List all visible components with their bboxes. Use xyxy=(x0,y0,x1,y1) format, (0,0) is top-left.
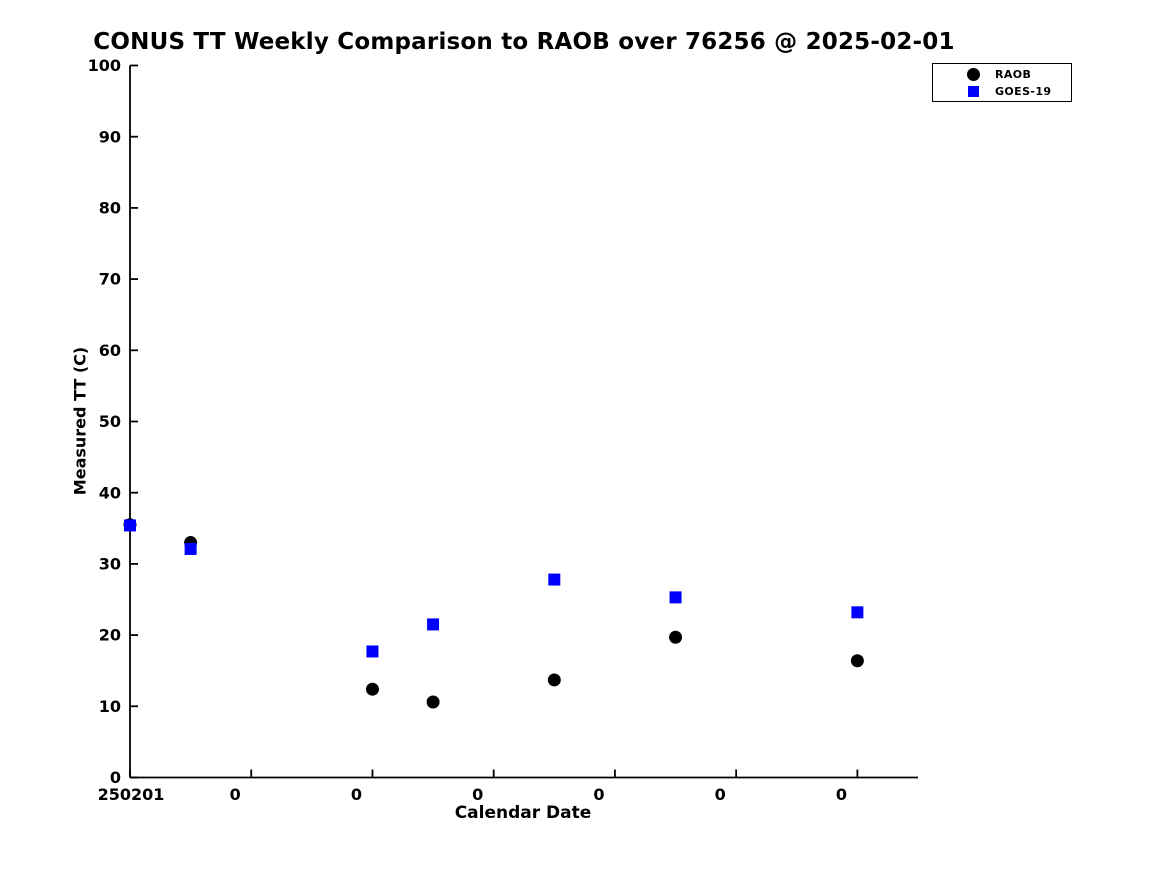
data-point-goes-19 xyxy=(427,618,440,631)
legend-entry-goes-19: GOES-19 xyxy=(933,84,1071,98)
y-tick-label: 20 xyxy=(99,626,121,645)
data-point-goes-19 xyxy=(669,591,682,604)
y-tick-label: 100 xyxy=(88,56,121,75)
y-tick-label: 60 xyxy=(99,341,121,360)
x-tick-label: 0 xyxy=(230,785,241,804)
legend-entry-raob: RAOB xyxy=(933,67,1071,81)
legend-square-icon xyxy=(966,84,980,98)
data-point-goes-19 xyxy=(548,573,561,586)
chart-title: CONUS TT Weekly Comparison to RAOB over … xyxy=(93,29,955,55)
x-tick-label: 0 xyxy=(593,785,604,804)
legend: RAOB GOES-19 xyxy=(932,63,1072,102)
data-point-raob xyxy=(669,630,683,644)
data-point-goes-19 xyxy=(124,519,136,532)
x-axis-label: Calendar Date xyxy=(454,803,592,823)
data-point-raob xyxy=(547,673,561,687)
data-point-raob xyxy=(365,682,379,696)
data-point-goes-19 xyxy=(366,645,379,658)
x-tick-label: 0 xyxy=(836,785,847,804)
y-tick-label: 40 xyxy=(99,483,121,502)
y-tick-label: 70 xyxy=(99,270,121,289)
y-tick-label: 0 xyxy=(110,768,121,787)
legend-label-goes-19: GOES-19 xyxy=(995,84,1052,98)
data-point-goes-19 xyxy=(851,606,864,619)
y-tick-label: 50 xyxy=(99,412,121,431)
x-tick-label: 0 xyxy=(715,785,726,804)
data-point-raob xyxy=(850,654,864,668)
x-tick-label: 0 xyxy=(351,785,362,804)
data-point-raob xyxy=(426,695,440,709)
x-tick-label: 0 xyxy=(472,785,483,804)
y-tick-label: 90 xyxy=(99,127,121,146)
y-tick-label: 30 xyxy=(99,555,121,574)
y-tick-label: 80 xyxy=(99,199,121,218)
legend-label-raob: RAOB xyxy=(995,67,1032,81)
data-point-goes-19 xyxy=(184,542,197,555)
legend-circle-icon xyxy=(966,67,980,81)
y-tick-label: 10 xyxy=(99,697,121,716)
x-tick-label: 250201 xyxy=(98,785,165,804)
